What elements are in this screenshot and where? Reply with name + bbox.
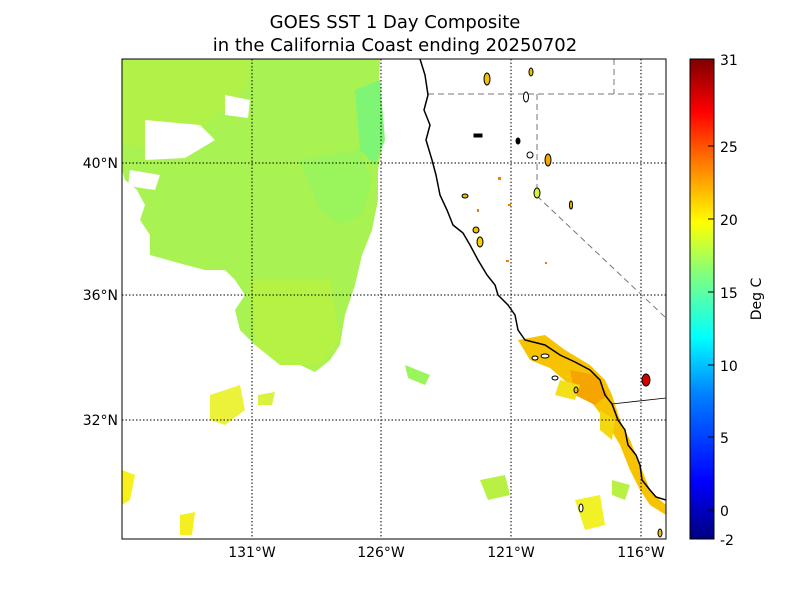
graticule (122, 59, 666, 539)
map-area (122, 59, 666, 539)
small-inland-patches (477, 177, 547, 264)
lat-label-36n: 36°N (83, 288, 118, 304)
colorbar-tick-5: 5 (720, 431, 729, 447)
lat-label-40n: 40°N (83, 156, 118, 172)
colorbar-tick-20: 20 (720, 213, 738, 229)
coastline (419, 59, 666, 501)
colorbar-tick-minus2: -2 (720, 533, 734, 549)
lakes-and-islands (461, 67, 663, 538)
lon-label-126w: 126°W (357, 545, 405, 561)
state-borders (428, 59, 666, 319)
lon-label-131w: 131°W (228, 545, 276, 561)
colorbar-tick-10: 10 (720, 359, 738, 375)
colorbar-ticks (708, 58, 714, 511)
lat-label-32n: 32°N (83, 413, 118, 429)
lon-label-116w: 116°W (617, 545, 665, 561)
colorbar-tick-15: 15 (720, 286, 738, 302)
map-title-line2: in the California Coast ending 20250702 (212, 35, 578, 56)
colorbar-tick-25: 25 (720, 140, 738, 156)
colorbar-tick-31: 31 (720, 53, 738, 69)
colorbar (689, 58, 715, 540)
lon-label-121w: 121°W (487, 545, 535, 561)
colorbar-label: Deg C (749, 278, 765, 321)
map-title-line1: GOES SST 1 Day Composite (269, 12, 521, 33)
colorbar-tick-0: 0 (720, 504, 729, 520)
map-frame (121, 58, 667, 540)
